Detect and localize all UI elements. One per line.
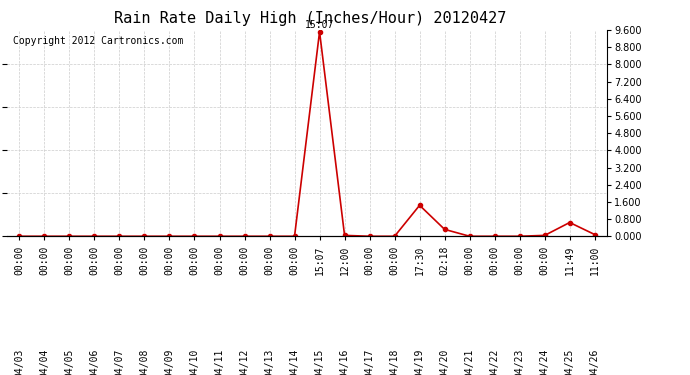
Text: 00:00: 00:00 [464, 246, 475, 275]
Text: 04/09: 04/09 [164, 349, 175, 375]
Text: 00:00: 00:00 [115, 246, 124, 275]
Text: 04/05: 04/05 [64, 349, 75, 375]
Text: 04/23: 04/23 [515, 349, 524, 375]
Text: 04/20: 04/20 [440, 349, 450, 375]
Text: 00:00: 00:00 [540, 246, 550, 275]
Text: 00:00: 00:00 [390, 246, 400, 275]
Text: 00:00: 00:00 [290, 246, 299, 275]
Text: 00:00: 00:00 [39, 246, 50, 275]
Text: 04/19: 04/19 [415, 349, 424, 375]
Text: 04/18: 04/18 [390, 349, 400, 375]
Text: 00:00: 00:00 [64, 246, 75, 275]
Text: 00:00: 00:00 [490, 246, 500, 275]
Text: 04/10: 04/10 [190, 349, 199, 375]
Text: 17:30: 17:30 [415, 246, 424, 275]
Text: 12:00: 12:00 [339, 246, 350, 275]
Text: 00:00: 00:00 [90, 246, 99, 275]
Text: Copyright 2012 Cartronics.com: Copyright 2012 Cartronics.com [13, 36, 184, 46]
Text: 04/24: 04/24 [540, 349, 550, 375]
Text: 15:07: 15:07 [305, 20, 334, 30]
Text: 04/16: 04/16 [339, 349, 350, 375]
Text: 04/21: 04/21 [464, 349, 475, 375]
Text: 04/04: 04/04 [39, 349, 50, 375]
Text: 00:00: 00:00 [364, 246, 375, 275]
Text: 00:00: 00:00 [190, 246, 199, 275]
Text: 04/26: 04/26 [590, 349, 600, 375]
Text: 04/12: 04/12 [239, 349, 250, 375]
Text: 04/11: 04/11 [215, 349, 224, 375]
Text: 15:07: 15:07 [315, 246, 324, 275]
Text: 04/22: 04/22 [490, 349, 500, 375]
Text: 11:49: 11:49 [564, 246, 575, 275]
Text: 00:00: 00:00 [515, 246, 524, 275]
Text: 00:00: 00:00 [139, 246, 150, 275]
Text: Rain Rate Daily High (Inches/Hour) 20120427: Rain Rate Daily High (Inches/Hour) 20120… [115, 11, 506, 26]
Text: 11:00: 11:00 [590, 246, 600, 275]
Text: 04/14: 04/14 [290, 349, 299, 375]
Text: 04/03: 04/03 [14, 349, 24, 375]
Text: 02:18: 02:18 [440, 246, 450, 275]
Text: 00:00: 00:00 [164, 246, 175, 275]
Text: 00:00: 00:00 [215, 246, 224, 275]
Text: 04/07: 04/07 [115, 349, 124, 375]
Text: 00:00: 00:00 [14, 246, 24, 275]
Text: 00:00: 00:00 [264, 246, 275, 275]
Text: 04/15: 04/15 [315, 349, 324, 375]
Text: 04/06: 04/06 [90, 349, 99, 375]
Text: 04/08: 04/08 [139, 349, 150, 375]
Text: 04/13: 04/13 [264, 349, 275, 375]
Text: 04/17: 04/17 [364, 349, 375, 375]
Text: 04/25: 04/25 [564, 349, 575, 375]
Text: 00:00: 00:00 [239, 246, 250, 275]
